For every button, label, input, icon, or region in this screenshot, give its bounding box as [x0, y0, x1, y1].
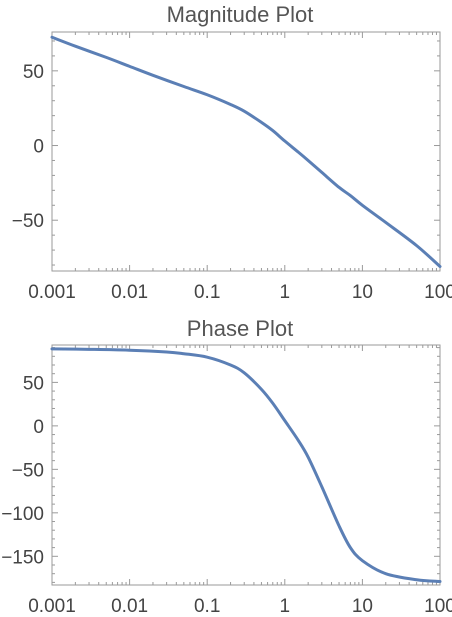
- x-tick-label: 0.001: [28, 282, 76, 303]
- y-tick-label: −50: [12, 460, 44, 481]
- y-tick-label: 0: [33, 417, 44, 438]
- x-tick-label: 100: [424, 596, 452, 617]
- panel-1: Phase Plot 0.001 0.01 0.1 1 10 100 50 0 −50 −100 −1…: [1, 316, 452, 617]
- y-tick-label: 50: [23, 373, 44, 394]
- y-tick-label: 50: [23, 62, 44, 83]
- series-line: [50, 347, 442, 584]
- x-tick-label: 100: [424, 282, 452, 303]
- series-line: [50, 35, 442, 269]
- x-tick-label: 0.1: [194, 282, 220, 303]
- y-tick-label: 0: [33, 137, 44, 158]
- x-tick-label: 1: [280, 596, 291, 617]
- y-tick-label: −150: [1, 547, 44, 568]
- plot-frame: [51, 31, 441, 272]
- x-tick-label: 1: [280, 282, 291, 303]
- panel-0: Magnitude Plot 0.001 0.01 0.1 1 10 100 50 0 −50: [12, 2, 452, 303]
- x-tick-label: 0.01: [111, 282, 148, 303]
- plot-frame: [51, 344, 441, 586]
- chart-title: Phase Plot: [187, 316, 293, 341]
- y-tick-label: −50: [12, 211, 44, 232]
- x-tick-label: 0.001: [28, 596, 76, 617]
- chart-title: Magnitude Plot: [167, 2, 314, 27]
- x-tick-label: 0.01: [111, 596, 148, 617]
- x-tick-label: 10: [352, 282, 373, 303]
- y-tick-label: −100: [1, 504, 44, 525]
- x-tick-label: 0.1: [194, 596, 220, 617]
- x-tick-label: 10: [352, 596, 373, 617]
